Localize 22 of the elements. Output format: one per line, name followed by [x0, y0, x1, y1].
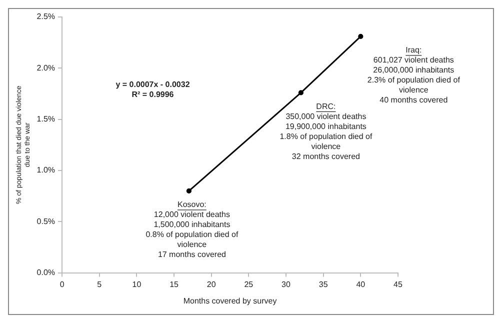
x-tick-label: 40 [356, 280, 366, 289]
x-tick-label: 20 [206, 280, 216, 289]
x-tick-label: 45 [394, 280, 403, 289]
y-tick-label: 0.0% [36, 268, 56, 278]
x-tick-label: 35 [318, 280, 328, 289]
x-tick-label: 10 [132, 280, 142, 289]
x-axis-title: Months covered by survey [183, 296, 277, 306]
annotation: y = 0.0007x - 0.0032 R² = 0.9996 [116, 80, 190, 100]
x-tick-label: 5 [97, 280, 102, 289]
x-tick-label: 25 [244, 280, 254, 289]
x-tick-label: 30 [282, 280, 292, 289]
y-tick-label: 1.5% [36, 114, 56, 124]
point [358, 34, 364, 39]
y-tick-label: 0.5% [36, 216, 56, 226]
point [298, 90, 304, 96]
annotation: Kosovo: 12,000 violent deaths 1,500,000 inhabitants 0.8% of population died of violence 17 months covered [146, 200, 239, 260]
point [186, 188, 192, 194]
y-tick-label: 1.0% [36, 166, 56, 175]
x-tick-label: 15 [170, 280, 180, 289]
y-tick-label: 2.0% [36, 63, 56, 72]
x-tick-label: 0 [60, 280, 65, 289]
y-tick-label: 2.5% [36, 12, 56, 22]
